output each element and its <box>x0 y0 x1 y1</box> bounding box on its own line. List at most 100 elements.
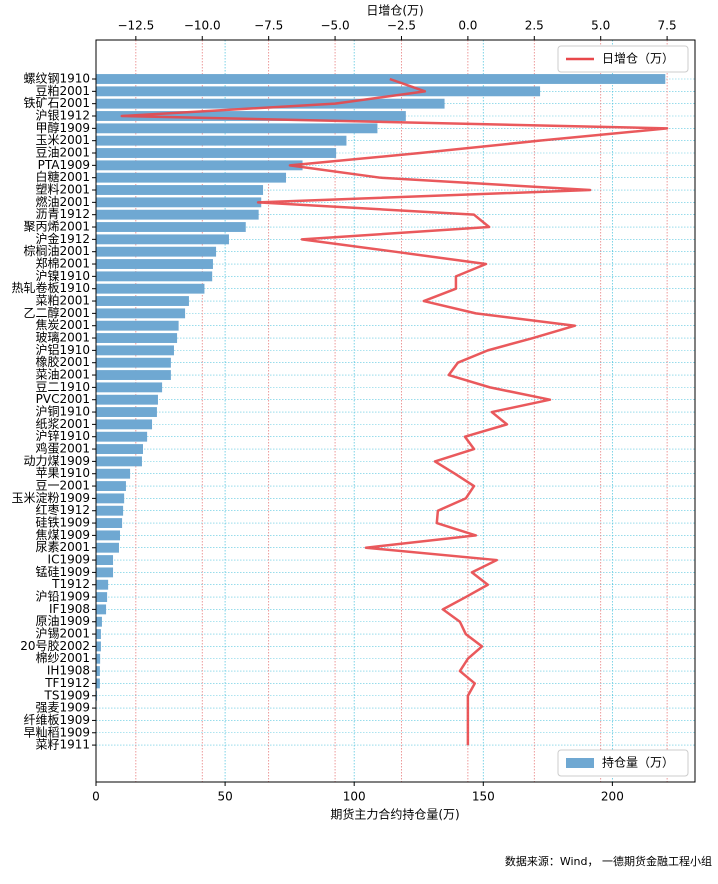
legend-box <box>557 45 689 73</box>
bar <box>96 641 101 652</box>
bar <box>96 481 126 491</box>
bar <box>96 320 179 331</box>
bar <box>96 604 107 615</box>
y-tick-label: 红枣1912 <box>35 502 90 517</box>
bar <box>96 308 186 319</box>
y-tick-label: 郑棉2001 <box>35 256 90 271</box>
bar <box>96 592 108 603</box>
y-tick-label: 甲醇1909 <box>35 120 90 135</box>
y-tick-label: 乙二醇2001 <box>23 305 90 320</box>
y-tick-label: 燃油2001 <box>35 194 90 209</box>
y-tick-label: 豆粕2001 <box>35 83 90 98</box>
bar <box>96 86 541 97</box>
bar <box>96 456 142 467</box>
bar <box>96 629 101 640</box>
bar <box>96 394 158 405</box>
y-tick-label: 玻璃2001 <box>35 331 90 345</box>
y-tick-label: T1912 <box>51 577 90 591</box>
x-tick-label: 200 <box>601 790 624 804</box>
y-tick-label: 原油1909 <box>35 614 90 628</box>
bar <box>96 666 100 677</box>
bar <box>96 98 445 109</box>
y-tick-label: 菜籽1911 <box>35 738 90 752</box>
bar <box>96 493 125 504</box>
bar <box>96 579 109 590</box>
bar <box>96 567 114 578</box>
x-tick-label: 50 <box>217 790 232 804</box>
bar <box>96 505 124 516</box>
bar <box>96 555 114 565</box>
legend-label: 日增仓（万） <box>602 52 674 66</box>
y-tick-label: 玉米淀粉1909 <box>11 491 90 505</box>
y-tick-label: 沥青1912 <box>35 207 90 221</box>
y-tick-label: 纸浆2001 <box>35 416 90 431</box>
bar <box>96 296 189 306</box>
legend-swatch <box>566 758 594 768</box>
y-tick-label: 沪银1912 <box>35 109 90 123</box>
bar <box>96 333 178 343</box>
y-tick-label: 玉米2001 <box>35 133 90 147</box>
y-tick-label: 豆二1910 <box>35 380 90 394</box>
bar <box>96 407 157 417</box>
y-tick-label: 沪金1912 <box>35 231 90 246</box>
source-note: 数据来源：Wind， 一德期货金融工程小组 <box>505 854 712 868</box>
x2-tick-label: 2.5 <box>525 19 544 33</box>
y-tick-label: 豆一2001 <box>35 479 90 493</box>
bar <box>96 246 217 257</box>
y-tick-label: 橡胶2001 <box>35 354 90 369</box>
y-tick-label: 棉纱2001 <box>35 651 90 665</box>
bar <box>96 111 406 121</box>
x2-tick-label: −2.5 <box>387 19 416 33</box>
x-axis-label: 期货主力合约持仓量(万) <box>330 807 459 822</box>
plot-frame <box>95 39 696 783</box>
y-tick-label: 沪铅1909 <box>35 590 90 604</box>
y-tick-label: 沪镍1910 <box>35 269 90 283</box>
y-tick-label: TS1909 <box>44 688 91 702</box>
y-tick-label: 铁矿石2001 <box>23 96 90 110</box>
line <box>120 77 669 746</box>
y-tick-label: 焦煤1909 <box>35 528 90 542</box>
x2-tick-label: 0.0 <box>458 19 477 33</box>
y-tick-label: 苹果1910 <box>35 466 90 480</box>
y-tick-label: 菜油2001 <box>35 368 90 382</box>
bar <box>96 616 102 627</box>
bar <box>96 518 123 528</box>
bar <box>96 222 246 232</box>
y-tick-label: 螺纹钢1910 <box>23 72 90 86</box>
x2-tick-label: 7.5 <box>658 19 677 33</box>
bar <box>96 431 148 442</box>
x2-axis-label: 日增仓(万) <box>366 4 423 18</box>
bar <box>96 197 262 208</box>
bar <box>96 148 337 158</box>
bar <box>96 259 213 269</box>
y-tick-label: IF1908 <box>49 602 90 616</box>
x-tick-label: 100 <box>343 790 366 804</box>
x2-tick-label: −12.5 <box>117 19 154 33</box>
y-tick-label: IC1909 <box>48 553 90 567</box>
y-tick-label: 硅铁1909 <box>35 516 90 530</box>
y-tick-label: PVC2001 <box>36 392 90 406</box>
y-tick-label: 塑料2001 <box>35 182 90 197</box>
bar <box>96 370 171 380</box>
y-tick-label: 锰硅1909 <box>35 564 90 579</box>
y-tick-label: 聚丙烯2001 <box>23 220 90 234</box>
y-tick-label: 沪铝1910 <box>35 342 90 357</box>
y-tick-label: 焦炭2001 <box>35 318 90 332</box>
y-tick-label: PTA1909 <box>38 158 90 172</box>
y-tick-label: 尿素2001 <box>35 540 90 554</box>
bar <box>96 160 303 171</box>
x2-tick-label: 5.0 <box>591 19 610 33</box>
bar <box>96 357 171 368</box>
legend-box <box>557 749 689 777</box>
bar <box>96 74 666 84</box>
bar <box>96 678 100 689</box>
bar <box>96 419 153 430</box>
x2-tick-label: −7.5 <box>254 19 283 33</box>
y-tick-label: 鸡蛋2001 <box>35 441 90 456</box>
bar <box>96 234 229 245</box>
y-tick-label: 20号胶2002 <box>20 638 90 653</box>
bar <box>96 172 287 183</box>
bar <box>96 185 264 195</box>
x2-tick-label: −5.0 <box>320 19 349 33</box>
